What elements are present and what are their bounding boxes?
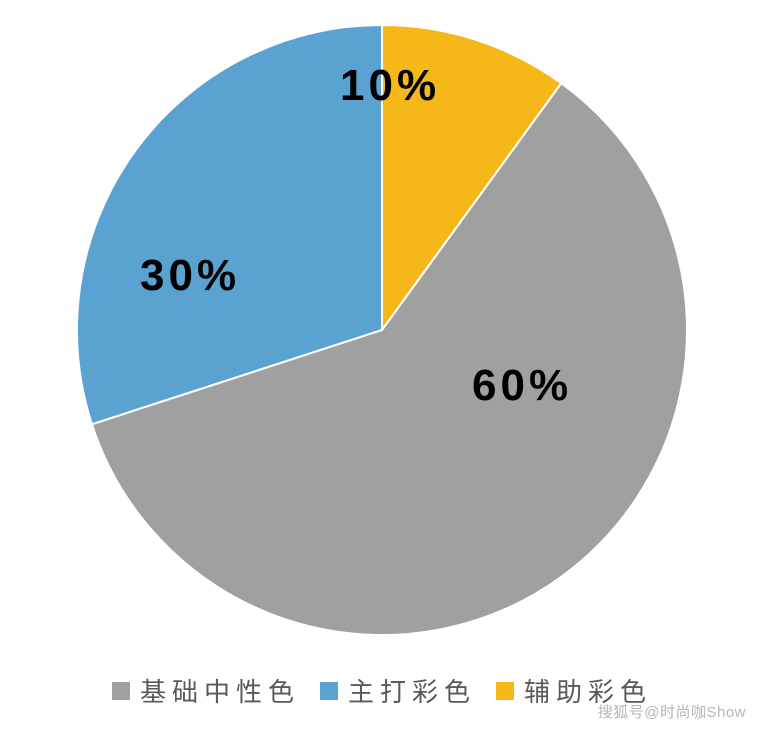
pie-chart: 10% 60% 30%	[0, 0, 764, 660]
legend-label-base: 基础中性色	[140, 672, 300, 709]
legend-label-primary: 主打彩色	[348, 672, 476, 709]
legend-swatch-primary	[320, 682, 338, 700]
legend-item-base: 基础中性色	[112, 672, 300, 709]
legend-swatch-accent	[496, 682, 514, 700]
watermark-text: 搜狐号@时尚咖Show	[598, 701, 746, 722]
legend-swatch-base	[112, 682, 130, 700]
pie-slice-label-primary: 30%	[140, 251, 240, 300]
pie-slice-label-base: 60%	[472, 361, 572, 410]
pie-chart-svg: 10% 60% 30%	[0, 0, 764, 660]
pie-slice-label-accent: 10%	[340, 61, 440, 110]
legend-item-primary: 主打彩色	[320, 672, 476, 709]
